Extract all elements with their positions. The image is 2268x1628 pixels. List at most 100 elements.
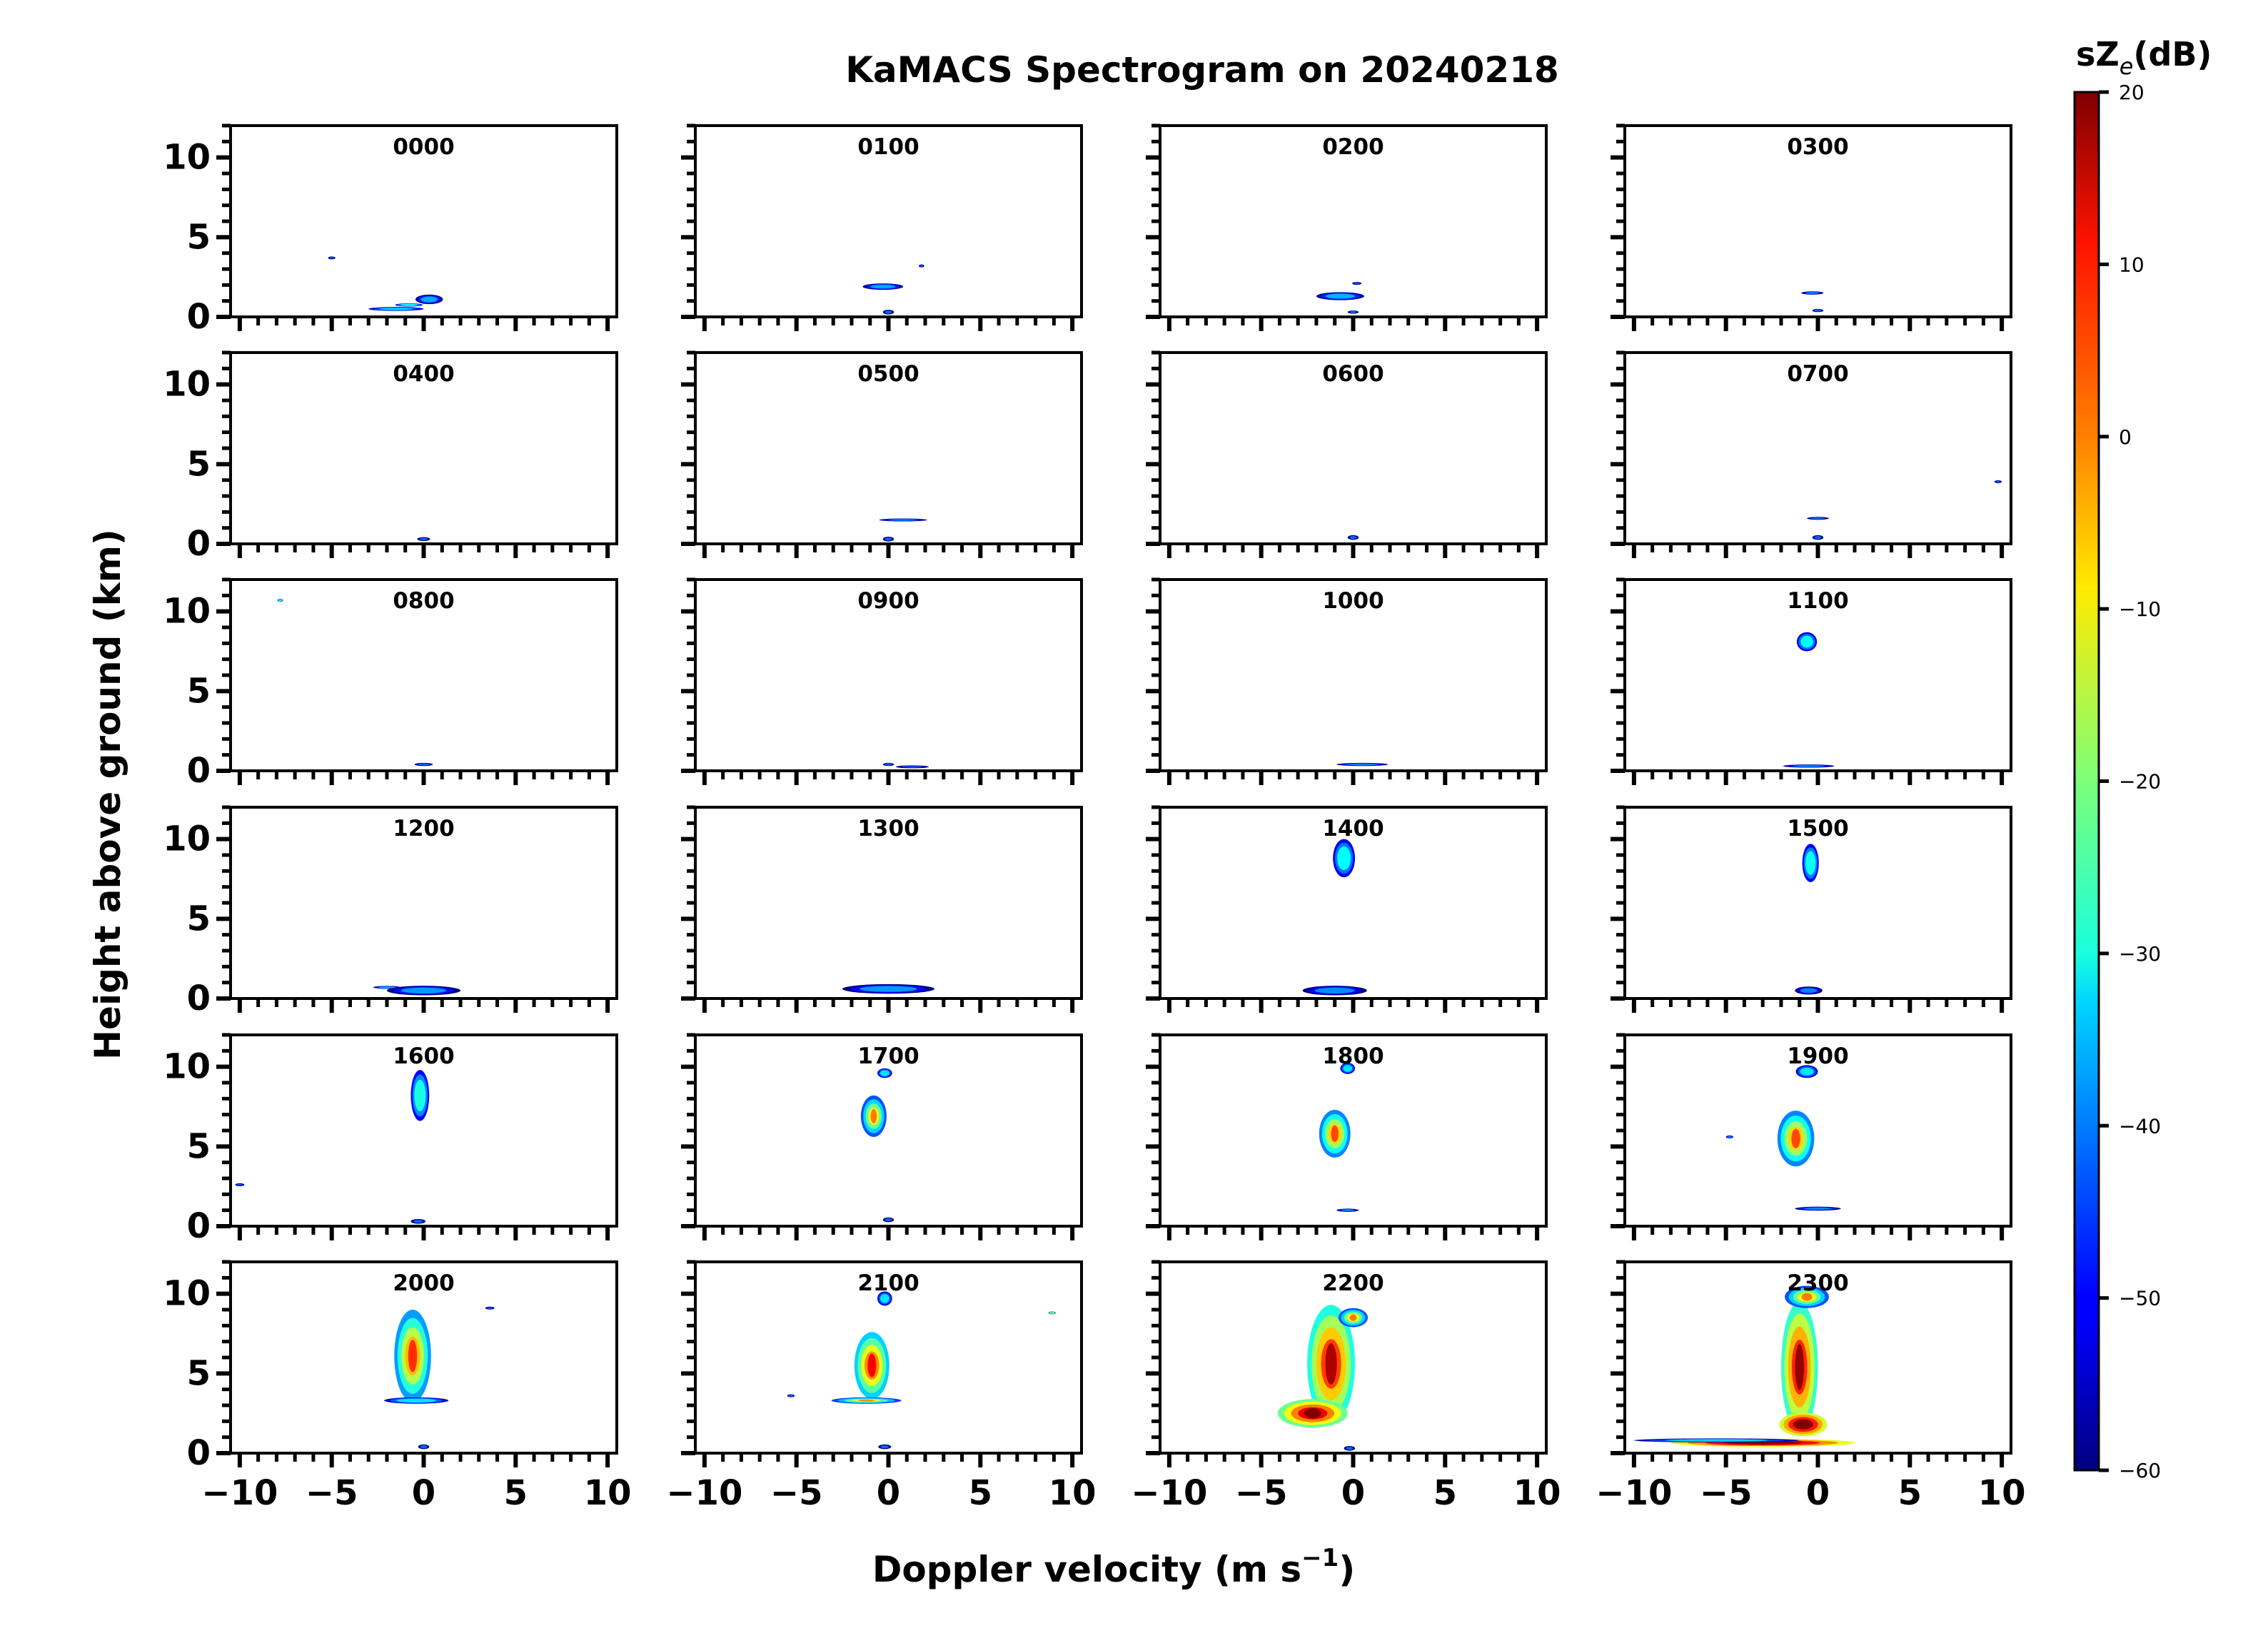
echo-mark xyxy=(420,1445,428,1449)
echo-mark xyxy=(1995,480,2001,483)
panel-time-label: 1500 xyxy=(1787,816,1848,841)
panel-frame xyxy=(1159,124,1548,318)
colorbar-label-main: sZ xyxy=(2076,35,2120,74)
echo-mark xyxy=(884,537,892,541)
panel-time-label: 0000 xyxy=(393,134,454,160)
echo-mark xyxy=(1665,1439,1768,1442)
panel-frame xyxy=(229,351,618,545)
echo-mark xyxy=(1314,987,1355,994)
panel-echoes xyxy=(384,1306,495,1450)
echo-mark xyxy=(278,599,282,602)
x-tick-label: −5 xyxy=(1700,1473,1753,1513)
panel-1300: 1300 xyxy=(681,805,1083,1013)
panel-0700: 0700 xyxy=(1611,350,2012,558)
panel-1400: 1400 xyxy=(1146,805,1548,1013)
panel-frame xyxy=(694,578,1083,772)
panel-echoes xyxy=(842,984,934,994)
panel-echoes xyxy=(328,256,443,311)
echo-mark xyxy=(1354,282,1360,285)
y-tick-label: 5 xyxy=(187,444,211,484)
colorbar-ticks: 20 10 0 −10 −20 −30 −40 −50 −60 xyxy=(2099,81,2161,1482)
panel-echoes xyxy=(1801,291,1824,313)
panel-echoes xyxy=(277,599,433,767)
echo-mark xyxy=(1797,1420,1809,1429)
echo-mark xyxy=(884,310,892,314)
colorbar-tick-label: −20 xyxy=(2119,770,2161,794)
x-tick-label: 0 xyxy=(1341,1473,1365,1513)
echo-mark xyxy=(1810,517,1825,520)
x-tick-label: 5 xyxy=(969,1473,992,1513)
echo-mark xyxy=(1803,1207,1833,1210)
panel-time-label: 0400 xyxy=(393,361,454,387)
panel-1700: 1700 xyxy=(681,1033,1083,1240)
panel-time-label: 1100 xyxy=(1787,588,1848,614)
x-tick-label: 10 xyxy=(1049,1473,1097,1513)
colorbar-tick-label: 10 xyxy=(2119,253,2144,276)
y-tick-label: 0 xyxy=(187,524,211,564)
colorbar-gradient xyxy=(2073,91,2100,1472)
y-tick-label: 5 xyxy=(187,899,211,939)
y-tick-label: 0 xyxy=(187,1433,211,1473)
panel-0400: 0400 0 5 10 xyxy=(163,350,618,564)
echo-mark xyxy=(1791,1128,1800,1148)
x-tick-label: 5 xyxy=(504,1473,528,1513)
echo-mark xyxy=(329,257,334,259)
panel-0200: 0200 xyxy=(1146,123,1548,331)
panel-frame xyxy=(1159,351,1548,545)
panel-time-label: 0600 xyxy=(1322,361,1384,387)
echo-mark xyxy=(1727,1136,1733,1138)
echo-mark xyxy=(860,986,917,992)
panel-echoes xyxy=(1316,282,1364,314)
x-axis-label-sup: −1 xyxy=(1301,1544,1339,1572)
echo-mark xyxy=(1814,535,1822,540)
echo-mark xyxy=(1814,309,1822,312)
colorbar-tick-label: −50 xyxy=(2119,1287,2161,1310)
colorbar-tick-label: 20 xyxy=(2119,81,2144,104)
panel-echoes xyxy=(1336,762,1388,767)
panel-frame xyxy=(229,124,618,318)
panel-0100: 0100 xyxy=(681,123,1083,331)
echo-mark xyxy=(1805,292,1820,294)
y-tick-label: 10 xyxy=(163,138,211,178)
colorbar-tick-label: −40 xyxy=(2119,1114,2161,1138)
panel-echoes xyxy=(1302,839,1367,996)
y-tick-label: 10 xyxy=(163,1274,211,1314)
echo-mark xyxy=(1346,1447,1354,1450)
panel-frame xyxy=(229,806,618,1000)
panel-time-label: 0900 xyxy=(857,588,919,614)
y-tick-label: 0 xyxy=(187,1206,211,1246)
panel-echoes xyxy=(1783,632,1835,768)
y-tick-label: 5 xyxy=(187,217,211,257)
x-tick-label: 0 xyxy=(412,1473,435,1513)
chart-title: KaMACS Spectrogram on 20240218 xyxy=(845,49,1559,91)
echo-mark xyxy=(1800,988,1818,994)
panel-1800: 1800 xyxy=(1146,1033,1548,1240)
panel-frame xyxy=(1623,578,2012,772)
panel-frame xyxy=(694,351,1083,545)
echo-mark xyxy=(408,1340,418,1372)
x-tick-label: 5 xyxy=(1898,1473,1922,1513)
y-tick-label: 10 xyxy=(163,819,211,859)
y-tick-label: 10 xyxy=(163,365,211,405)
echo-mark xyxy=(888,519,918,521)
y-tick-label: 0 xyxy=(187,751,211,791)
echo-mark xyxy=(884,1218,892,1222)
echo-mark xyxy=(1349,535,1357,540)
y-tick-label: 0 xyxy=(187,297,211,337)
x-tick-label: 5 xyxy=(1433,1473,1457,1513)
colorbar-label: sZe(dB) xyxy=(2076,35,2212,80)
panel-echoes xyxy=(882,762,929,769)
panel-frame xyxy=(1159,578,1548,772)
panel-echoes xyxy=(235,1070,430,1224)
x-tick-label: 10 xyxy=(584,1473,632,1513)
x-tick-label: −10 xyxy=(1131,1473,1207,1513)
colorbar: 20 10 0 −10 −20 −30 −40 −50 −60 sZe(dB) xyxy=(2073,35,2212,1482)
panel-time-label: 1600 xyxy=(393,1043,454,1069)
echo-mark xyxy=(1800,635,1813,648)
echo-mark xyxy=(1325,1343,1337,1385)
panel-1100: 1100 xyxy=(1611,577,2012,785)
panel-time-label: 2300 xyxy=(1787,1270,1848,1296)
echo-mark xyxy=(413,1220,423,1223)
